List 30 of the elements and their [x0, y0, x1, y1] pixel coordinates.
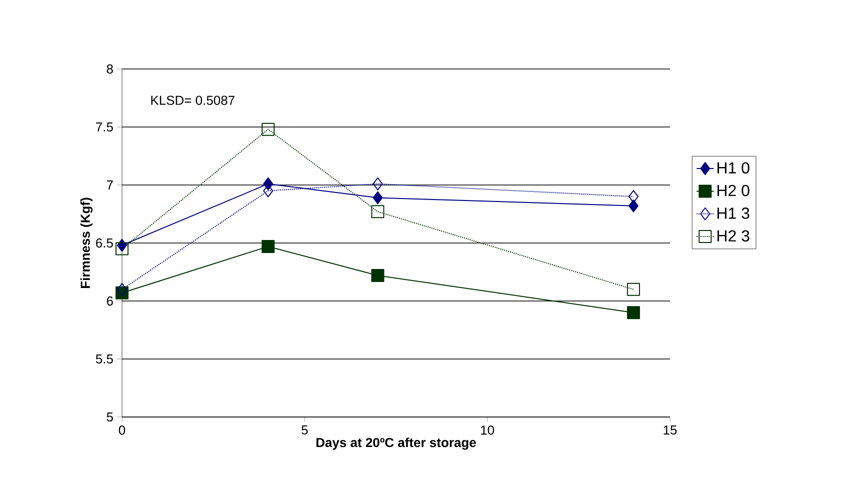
point	[262, 122, 275, 136]
y-axis-title: Firmness (Kgf)	[80, 198, 93, 288]
legend-label: H2 3	[718, 230, 750, 242]
x-axis-title: Days at 20ºC after storage	[316, 438, 476, 450]
point	[371, 268, 384, 282]
y-tick-label: 8	[106, 64, 113, 74]
annotation: KLSD= 0.5087	[151, 96, 234, 105]
y-tick-label: 7	[106, 180, 113, 190]
y-tick-label: 7.5	[96, 122, 113, 132]
y-tick-label: 5	[106, 412, 113, 422]
point	[372, 191, 383, 204]
x-tick-label: 15	[664, 426, 677, 435]
legend-label: H2 0	[718, 184, 750, 196]
point	[116, 242, 129, 256]
point	[626, 306, 640, 320]
x-tick-label: 5	[302, 426, 308, 435]
point	[371, 205, 384, 218]
legend-label: H1 3	[718, 208, 750, 219]
x-tick-label: 10	[481, 426, 494, 435]
point	[628, 190, 638, 204]
y-tick-label: 6	[106, 296, 113, 306]
point	[628, 199, 638, 212]
point	[262, 240, 275, 253]
x-tick-label: 0	[118, 426, 126, 435]
point	[372, 177, 383, 190]
point	[626, 282, 640, 296]
y-tick-label: 6.5	[96, 238, 113, 248]
point	[117, 282, 127, 296]
legend-label: H1 0	[718, 162, 750, 174]
y-tick-label: 5.5	[96, 354, 113, 364]
